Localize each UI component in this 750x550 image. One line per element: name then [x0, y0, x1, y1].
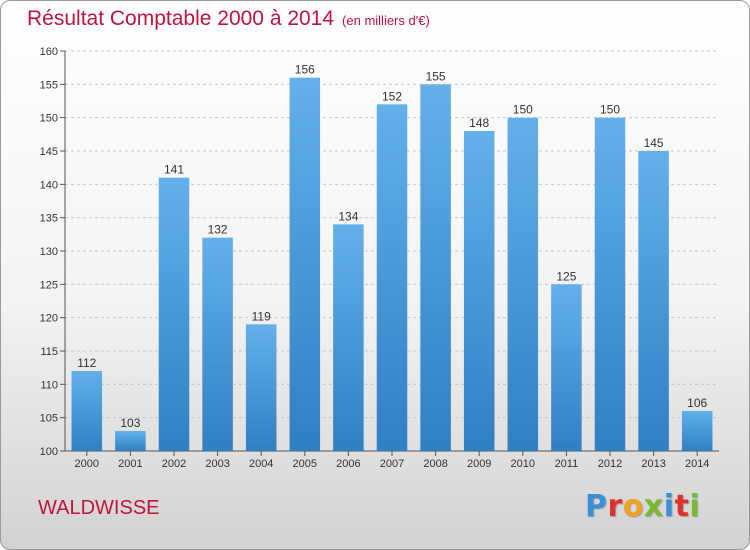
y-tick-label: 105	[40, 413, 58, 425]
value-label: 106	[687, 396, 707, 410]
chart-title-text: Résultat Comptable 2000 à 2014	[27, 7, 335, 30]
bar-2009	[463, 131, 495, 451]
bar-2013	[638, 151, 669, 451]
bar-2010	[507, 117, 539, 452]
x-tick-label: 2002	[162, 458, 186, 470]
logo-letter: o	[622, 489, 644, 524]
y-tick-label: 155	[40, 79, 58, 91]
labels: 100 105 110 115 120 125 130 135 140 145 150 155 160 1…	[40, 46, 710, 470]
y-tick-label: 130	[40, 246, 58, 258]
bar-2006	[333, 224, 364, 451]
value-label: 150	[600, 103, 620, 117]
value-label: 141	[164, 163, 184, 177]
bar-2002	[158, 177, 190, 451]
y-tick-label: 110	[40, 379, 58, 391]
bars	[71, 77, 713, 452]
x-tick-label: 2001	[118, 458, 142, 470]
x-tick-label: 2009	[467, 458, 491, 470]
logo-letter: i	[689, 489, 701, 524]
bar-2000	[71, 371, 103, 451]
value-label: 125	[556, 269, 576, 283]
value-label: 119	[252, 309, 271, 323]
chart-title: Résultat Comptable 2000 à 2014 (en millie…	[27, 7, 430, 31]
y-tick-label: 100	[40, 446, 58, 458]
bar-2007	[376, 104, 408, 451]
x-tick-label: 2014	[685, 458, 709, 470]
y-tick-label: 115	[40, 346, 58, 358]
proxiti-logo: Proxiti	[585, 489, 700, 524]
bar-2012	[594, 117, 626, 452]
logo-letter: P	[585, 489, 608, 524]
chart-unit: (en milliers d'€)	[342, 13, 430, 28]
x-tick-label: 2011	[555, 458, 579, 470]
y-tick-label: 125	[40, 279, 58, 291]
x-tick-label: 2010	[511, 458, 535, 470]
value-label: 155	[426, 69, 446, 83]
bar-2004	[245, 324, 277, 451]
y-tick-label: 135	[40, 213, 58, 225]
y-tick-label: 160	[40, 46, 58, 58]
y-tick-label: 150	[40, 113, 58, 125]
y-tick-label: 145	[40, 146, 58, 158]
x-tick-label: 2003	[205, 458, 229, 470]
logo-letter: x	[643, 489, 664, 524]
x-tick-label: 2013	[641, 458, 665, 470]
value-label: 134	[338, 209, 358, 223]
value-label: 156	[295, 63, 315, 77]
bar-2003	[202, 237, 233, 451]
value-label: 132	[208, 223, 228, 237]
y-tick-label: 120	[40, 313, 58, 325]
x-tick-label: 2007	[380, 458, 404, 470]
y-tick-label: 140	[40, 179, 58, 191]
value-label: 148	[469, 116, 489, 130]
commune-name: WALDWISSE	[38, 497, 160, 519]
bar-2011	[551, 284, 582, 451]
logo-letter: r	[607, 489, 623, 524]
x-tick-label: 2012	[598, 458, 622, 470]
bar-2008	[420, 84, 451, 451]
bar-2014	[681, 411, 713, 451]
bar-2005	[289, 77, 321, 452]
x-tick-label: 2004	[249, 458, 273, 470]
value-label: 112	[77, 356, 96, 370]
bar-2001	[115, 431, 146, 451]
value-label: 152	[382, 89, 402, 103]
value-label: 103	[120, 416, 140, 430]
value-label: 145	[644, 136, 664, 150]
logo-letter: i	[663, 489, 675, 524]
x-tick-label: 2000	[75, 458, 99, 470]
logo-letter: t	[674, 489, 690, 524]
x-tick-label: 2006	[336, 458, 360, 470]
x-tick-label: 2008	[423, 458, 447, 470]
x-tick-label: 2005	[293, 458, 317, 470]
value-label: 150	[513, 103, 533, 117]
